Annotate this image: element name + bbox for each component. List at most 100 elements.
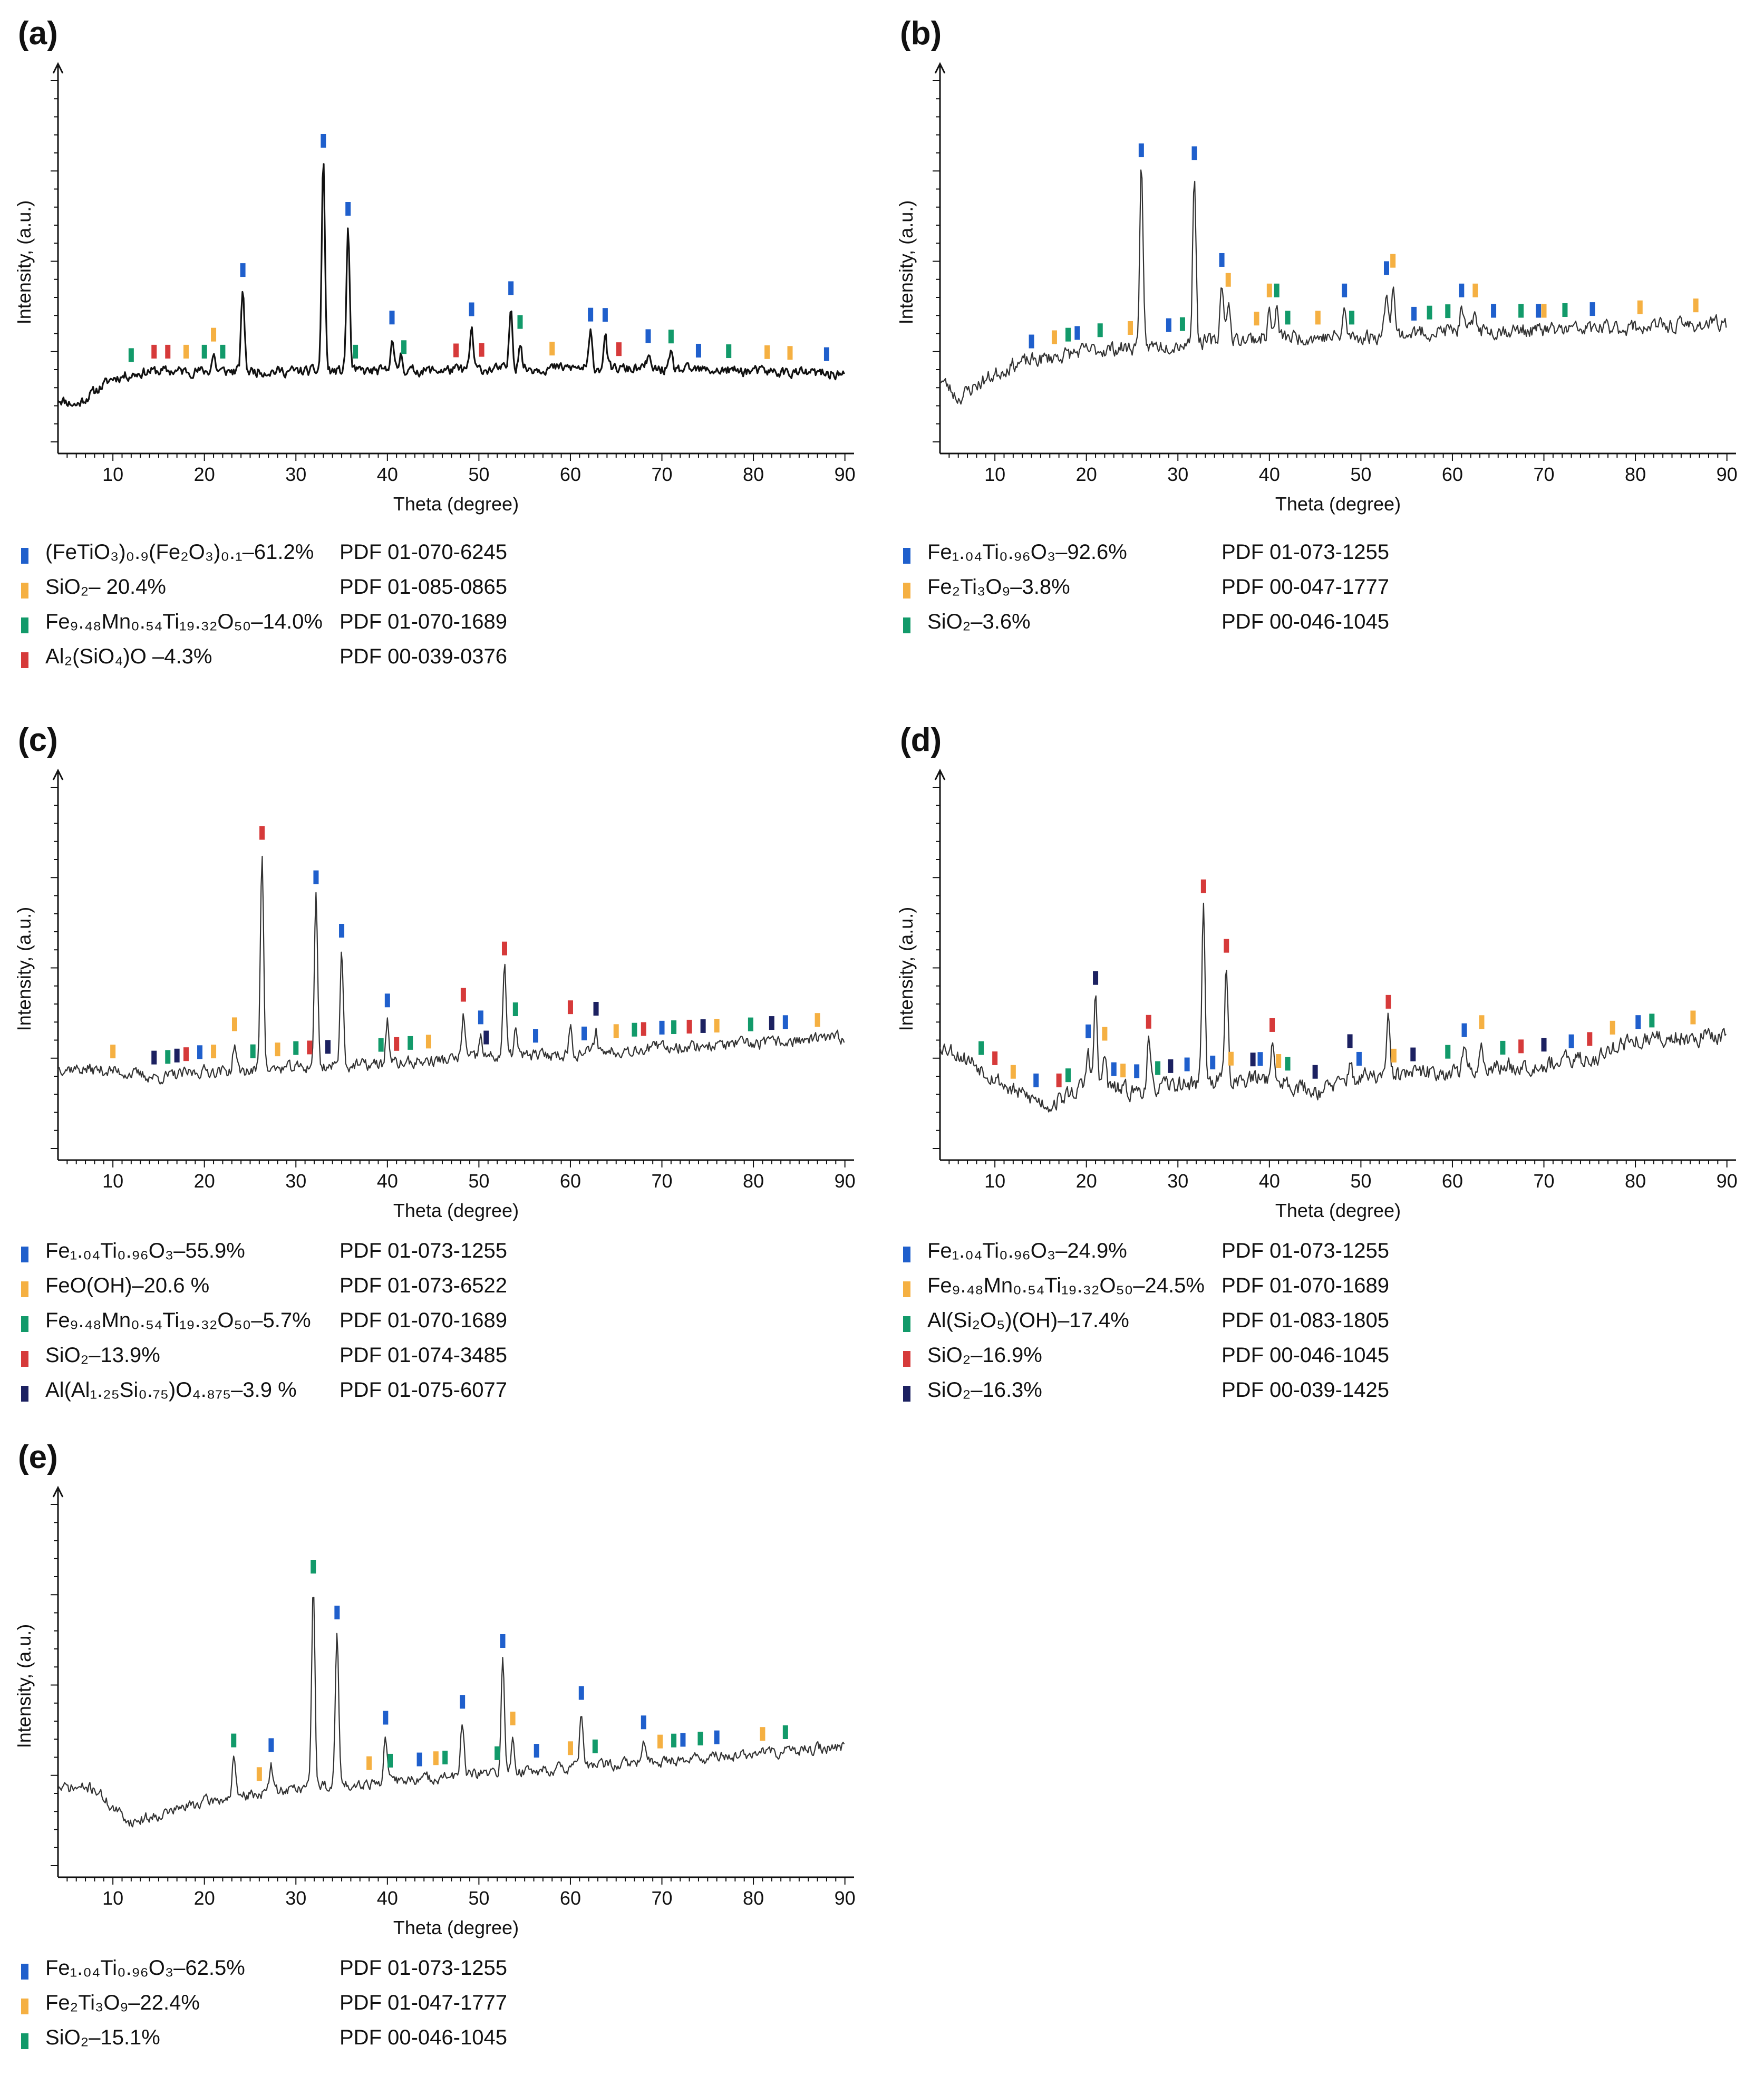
phase-marker-blue — [1589, 302, 1595, 316]
x-tick-label: 10 — [984, 464, 1005, 485]
phase-marker-blue — [581, 1026, 587, 1040]
phase-marker-navy — [1093, 971, 1099, 985]
x-tick-label: 60 — [560, 1887, 581, 1909]
phase-marker-navy — [1541, 1038, 1547, 1052]
legend-pdf: PDF 01-070-1689 — [340, 610, 507, 633]
x-tick-label: 80 — [743, 1170, 764, 1192]
phase-marker-green — [1518, 304, 1524, 318]
x-tick-label: 70 — [1533, 1170, 1554, 1192]
phase-marker-green — [250, 1044, 256, 1058]
phase-marker-blue — [534, 1744, 539, 1758]
phase-marker-blue — [1411, 306, 1417, 321]
x-tick-label: 50 — [1350, 464, 1371, 485]
legend-phase: (FeTiO₃)₀.₉(Fe₂O₃)₀.₁–61.2% — [45, 540, 314, 564]
phase-marker-blue — [1184, 1057, 1190, 1072]
phase-marker-blue — [1134, 1064, 1140, 1078]
phase-marker-green — [1649, 1013, 1655, 1028]
phase-marker-blue — [508, 281, 514, 295]
x-tick-label: 10 — [102, 1887, 123, 1909]
phase-marker-red — [1146, 1015, 1151, 1029]
phase-marker-green — [378, 1038, 384, 1052]
phase-marker-blue — [1459, 283, 1465, 297]
phase-marker-red — [1385, 995, 1391, 1009]
phase-marker-green — [671, 1733, 677, 1748]
phase-marker-green — [1562, 303, 1568, 317]
phase-marker-blue — [313, 870, 319, 884]
phase-marker-red — [616, 342, 622, 356]
phase-marker-navy — [700, 1019, 706, 1033]
panel-c: (c) 10 20 30 40 50 60 70 80 90 Theta (degree) Inte… — [0, 707, 882, 1413]
phase-marker-green — [517, 315, 523, 329]
legend-swatch — [21, 1351, 28, 1367]
phase-marker-orange — [1120, 1064, 1126, 1078]
panel-label: (e) — [18, 1439, 58, 1475]
x-tick-label: 20 — [1076, 464, 1097, 485]
xrd-chart: 10 20 30 40 50 60 70 80 90 Theta (degree) Intensit… — [895, 768, 1738, 1221]
legend-phase: SiO₂–3.6% — [927, 610, 1031, 633]
x-tick-label: 50 — [468, 1170, 489, 1192]
x-axis-label: Theta (degree) — [393, 493, 519, 515]
phase-marker-green — [1065, 327, 1071, 342]
phase-marker-blue — [469, 302, 474, 316]
phase-marker-blue — [384, 993, 390, 1008]
y-axis-label: Intensity, (a.u.) — [13, 907, 35, 1031]
panel-label: (a) — [18, 15, 58, 52]
phase-marker-orange — [433, 1751, 439, 1765]
phase-marker-green — [293, 1041, 299, 1055]
phase-marker-blue — [680, 1733, 686, 1747]
x-tick-label: 60 — [1442, 464, 1463, 485]
x-tick-label: 20 — [194, 1887, 215, 1909]
legend-swatch — [21, 1999, 28, 2014]
diffraction-trace — [939, 902, 1727, 1113]
x-tick-label: 30 — [285, 1887, 306, 1909]
y-axis-arrow — [52, 62, 64, 74]
phase-marker-red — [183, 1047, 189, 1061]
phase-marker-red — [259, 826, 265, 840]
phase-marker-blue — [1568, 1034, 1574, 1048]
xrd-chart: 10 20 30 40 50 60 70 80 90 Theta (degree) Intensit… — [13, 768, 856, 1221]
phase-marker-blue — [659, 1020, 665, 1035]
phase-marker-orange — [1102, 1027, 1108, 1041]
phase-marker-blue — [334, 1605, 340, 1619]
x-tick-label: 80 — [1625, 464, 1646, 485]
x-tick-label: 40 — [1259, 464, 1280, 485]
x-tick-label: 20 — [194, 1170, 215, 1192]
phase-marker-orange — [567, 1741, 573, 1755]
phase-marker-orange — [1266, 283, 1272, 297]
x-tick-label: 10 — [102, 464, 123, 485]
legend-pdf: PDF 01-085-0865 — [340, 575, 507, 599]
phase-marker-green — [1445, 304, 1451, 318]
legend-phase: Fe₉.₄₈Mn₀.₅₄Ti₁₉.₃₂O₅₀–5.7% — [45, 1309, 311, 1332]
phase-marker-orange — [1693, 298, 1699, 313]
phase-marker-orange — [510, 1711, 516, 1725]
legend-swatch — [21, 1281, 28, 1297]
phase-marker-blue — [500, 1634, 506, 1648]
phase-marker-blue — [1356, 1051, 1362, 1066]
phase-marker-orange — [1315, 311, 1321, 325]
phase-marker-red — [992, 1051, 998, 1065]
phase-marker-green — [512, 1002, 518, 1017]
x-tick-label: 50 — [468, 464, 489, 485]
diffraction-trace — [57, 163, 845, 407]
phase-marker-orange — [183, 344, 189, 359]
diffraction-trace — [57, 855, 845, 1085]
x-tick-label: 60 — [560, 464, 581, 485]
phase-marker-blue — [1491, 304, 1497, 318]
legend-pdf: PDF 01-073-1255 — [1222, 1239, 1389, 1262]
phase-marker-red — [1587, 1032, 1593, 1046]
phase-marker-green — [726, 344, 732, 359]
phase-marker-green — [782, 1725, 788, 1739]
phase-marker-green — [165, 1050, 171, 1064]
phase-marker-orange — [211, 327, 217, 342]
x-axis-label: Theta (degree) — [393, 1200, 519, 1221]
phase-marker-green — [668, 330, 674, 344]
phase-marker-green — [592, 1739, 598, 1753]
x-tick-label: 30 — [1167, 1170, 1188, 1192]
phase-marker-green — [1427, 305, 1432, 320]
phase-marker-blue — [823, 347, 829, 361]
x-tick-label: 40 — [377, 1887, 398, 1909]
phase-marker-navy — [151, 1050, 157, 1065]
phase-marker-red — [151, 344, 157, 359]
legend-pdf: PDF 01-083-1805 — [1222, 1309, 1389, 1332]
x-tick-label: 70 — [651, 464, 672, 485]
